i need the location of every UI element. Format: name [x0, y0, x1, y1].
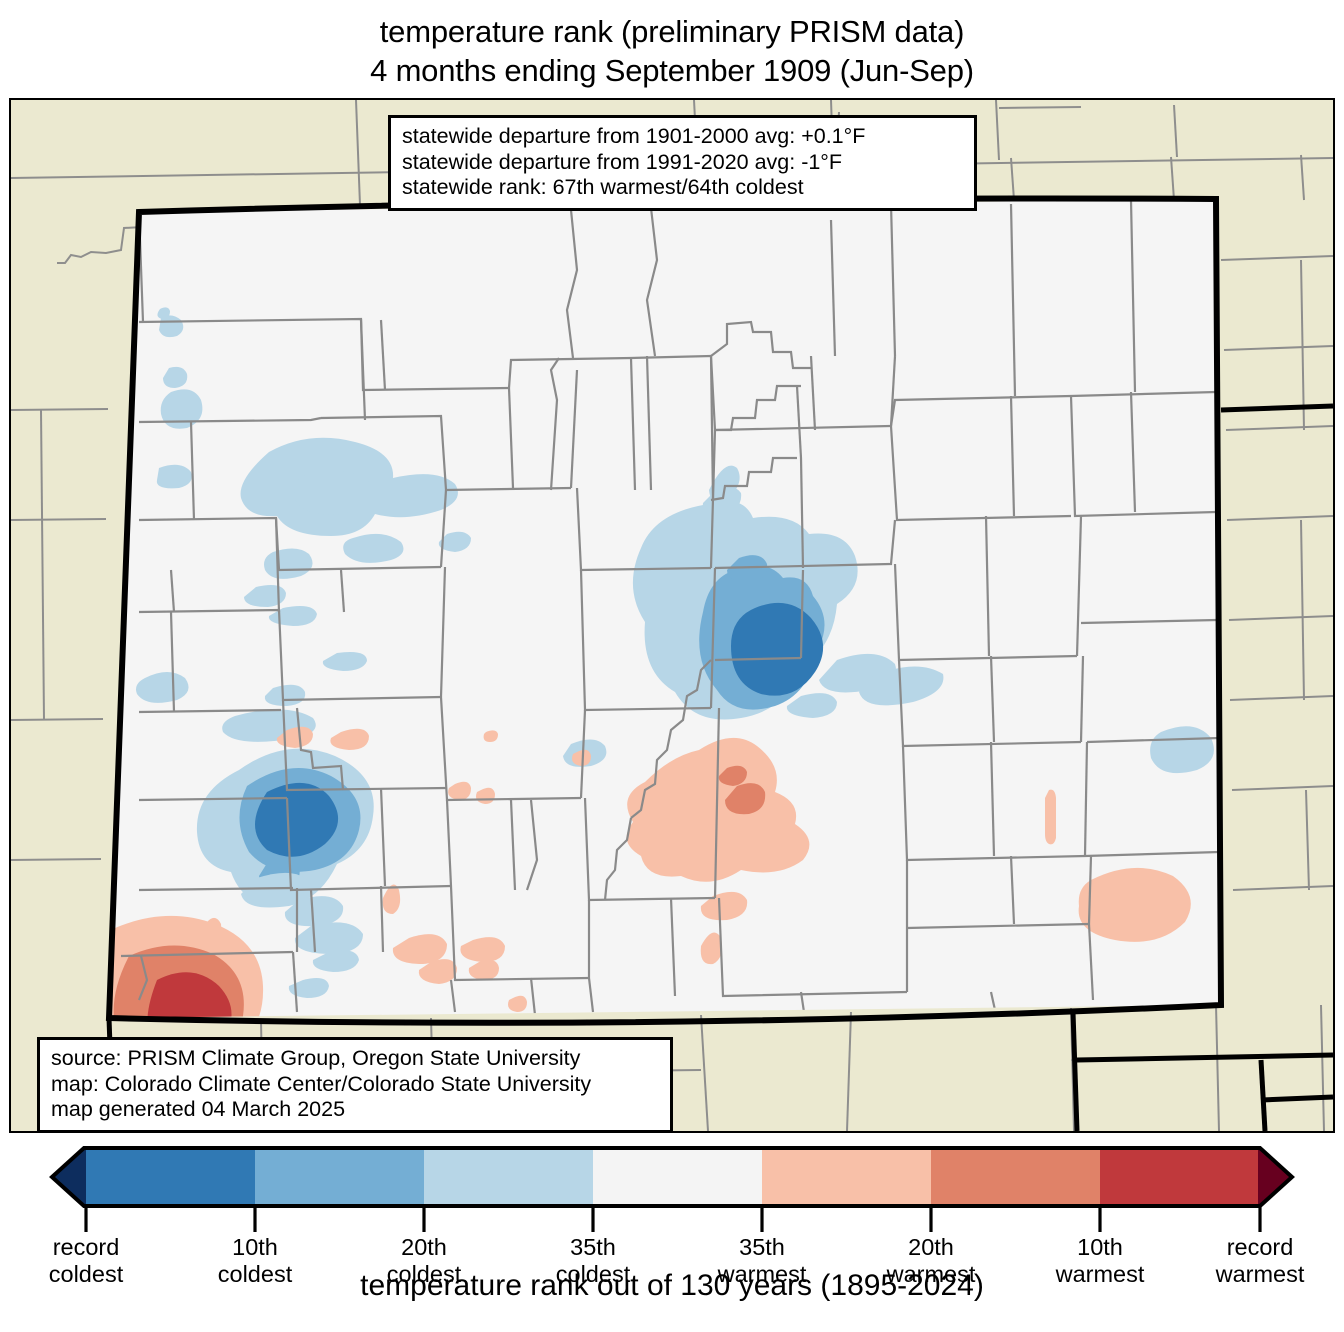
map-generated-line: map generated 04 March 2025 [51, 1097, 346, 1121]
cb-label-record-warmest: record warmest [1215, 1234, 1305, 1287]
colorbar-svg [49, 1146, 1295, 1232]
title-line-1: temperature rank (preliminary PRISM data… [379, 14, 965, 49]
source-line: source: PRISM Climate Group, Oregon Stat… [51, 1046, 581, 1070]
cb-swatch-band-7 [1100, 1148, 1260, 1206]
cb-swatch-record-coldest [52, 1148, 88, 1206]
cb-swatch-band-6 [931, 1148, 1100, 1206]
map-panel: statewide departure from 1901-2000 avg: … [9, 98, 1335, 1133]
cb-label-record-coldest: record coldest [48, 1234, 124, 1287]
title-line-2: 4 months ending September 1909 (Jun-Sep) [370, 53, 974, 88]
neighboring-state-outlines [106, 403, 1333, 1131]
colorado-temperature-rank-map [11, 100, 1333, 1131]
cb-label-35th-warmest: 35th warmest [717, 1234, 807, 1287]
source-attribution-box: source: PRISM Climate Group, Oregon Stat… [37, 1037, 673, 1131]
statewide-stats-box: statewide departure from 1901-2000 avg: … [388, 115, 977, 211]
cb-label-20th-warmest: 20th warmest [886, 1234, 976, 1287]
cb-label-10th-coldest: 10th coldest [217, 1234, 293, 1287]
colorbar-legend: record coldest 10th coldest 20th coldest… [0, 1136, 1344, 1332]
colorado-interior [109, 199, 1221, 1018]
cb-label-35th-coldest: 35th coldest [555, 1234, 631, 1287]
county-boundaries [120, 199, 1220, 1016]
cb-swatch-band-2 [255, 1148, 424, 1206]
colorbar-caption: temperature rank out of 130 years (1895-… [360, 1269, 984, 1302]
colorbar-bands [52, 1148, 1292, 1206]
map-credit-line: map: Colorado Climate Center/Colorado St… [51, 1071, 592, 1096]
cb-swatch-band-1 [86, 1148, 255, 1206]
cb-swatch-band-5 [762, 1148, 931, 1206]
stats-departure-1901-2000: statewide departure from 1901-2000 avg: … [402, 124, 866, 148]
cb-swatch-band-3 [424, 1148, 593, 1206]
colorbar-ticks [84, 1206, 1262, 1232]
page-title: temperature rank (preliminary PRISM data… [0, 0, 1344, 90]
cb-label-20th-coldest: 20th coldest [386, 1234, 462, 1287]
stats-statewide-rank: statewide rank: 67th warmest/64th coldes… [402, 175, 804, 199]
cb-swatch-band-4 [593, 1148, 762, 1206]
cb-label-10th-warmest: 10th warmest [1055, 1234, 1145, 1287]
cool-anomaly-contours [136, 307, 1214, 998]
stats-departure-1991-2020: statewide departure from 1991-2020 avg: … [402, 149, 843, 174]
